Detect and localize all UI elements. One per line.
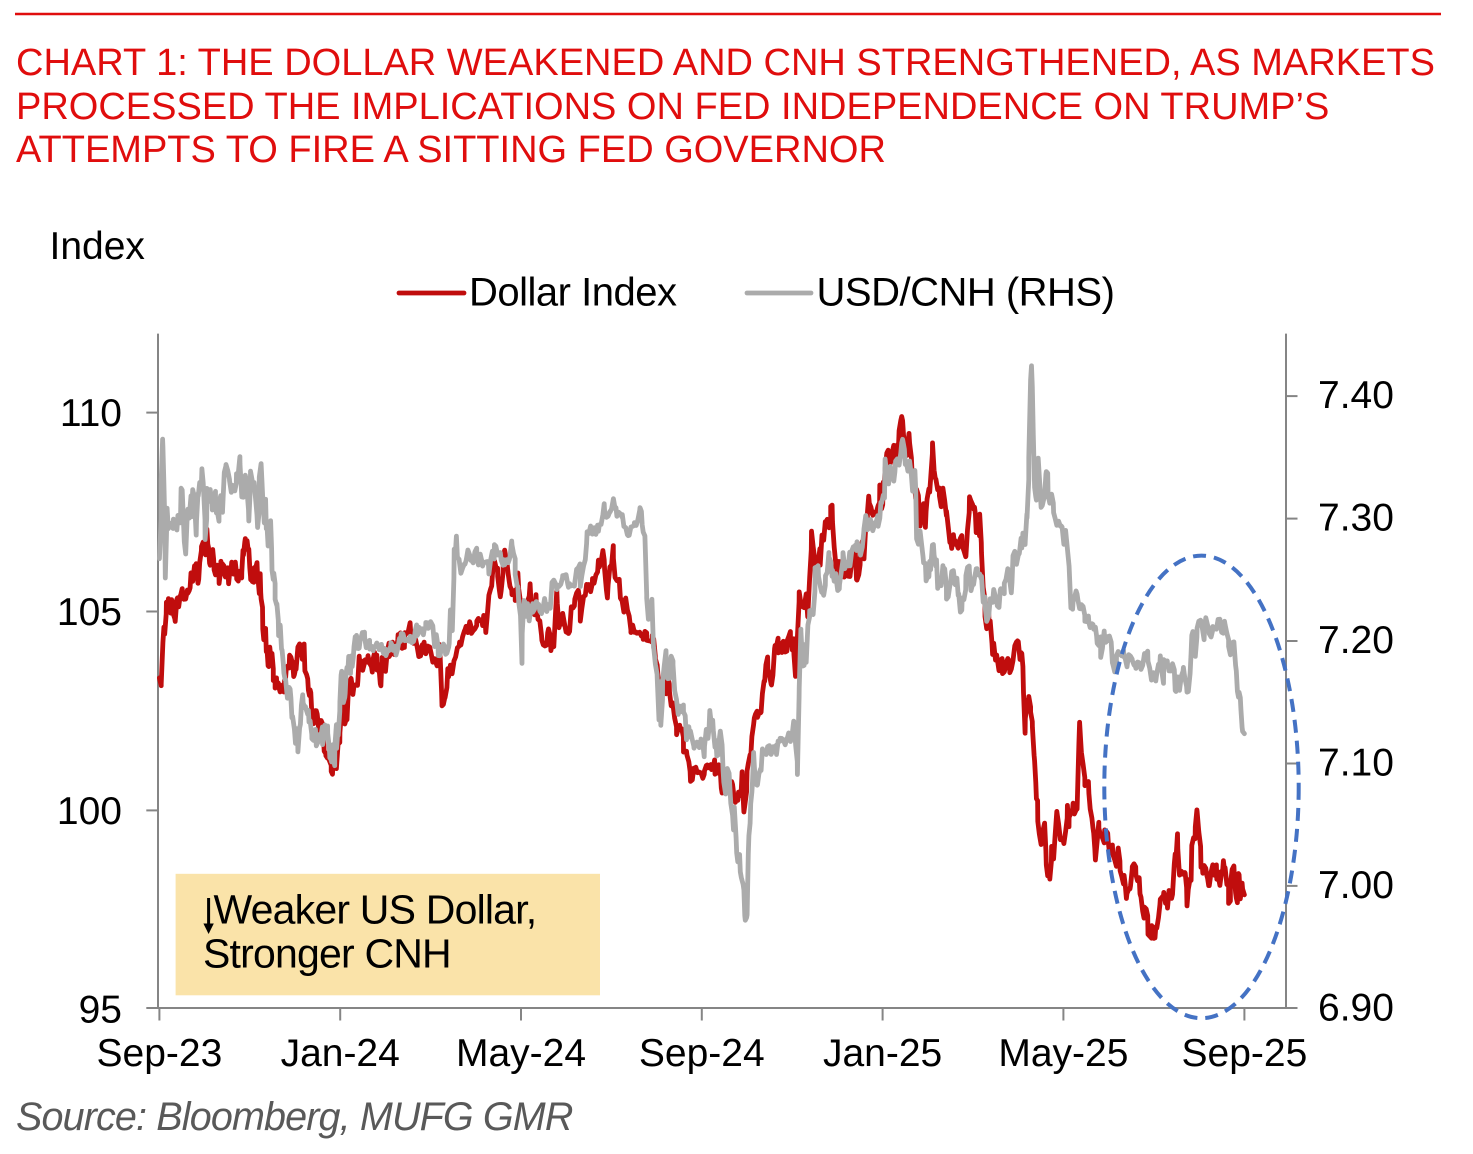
svg-text:CHART 1: THE DOLLAR WEAKENED A: CHART 1: THE DOLLAR WEAKENED AND CNH STR…	[16, 42, 1435, 84]
svg-text:USD/CNH (RHS): USD/CNH (RHS)	[817, 271, 1115, 315]
svg-text:May-25: May-25	[998, 1032, 1128, 1075]
svg-text:7.20: 7.20	[1318, 619, 1394, 662]
svg-text:100: 100	[57, 790, 122, 833]
svg-text:Jan-25: Jan-25	[823, 1032, 942, 1075]
svg-text:7.10: 7.10	[1318, 742, 1394, 785]
svg-text:7.40: 7.40	[1318, 374, 1394, 417]
svg-text:Dollar Index: Dollar Index	[469, 271, 677, 315]
svg-text:Jan-24: Jan-24	[281, 1032, 400, 1075]
svg-text:Sep-24: Sep-24	[639, 1032, 765, 1075]
svg-text:110: 110	[60, 392, 122, 435]
svg-text:6.90: 6.90	[1318, 987, 1394, 1030]
svg-text:95: 95	[79, 989, 122, 1032]
svg-text:Weaker US Dollar,: Weaker US Dollar,	[214, 887, 537, 933]
svg-text:Source: Bloomberg, MUFG GMR: Source: Bloomberg, MUFG GMR	[16, 1095, 573, 1139]
svg-text:Sep-25: Sep-25	[1182, 1032, 1308, 1075]
svg-text:Stronger CNH: Stronger CNH	[203, 930, 451, 976]
svg-text:PROCESSED THE IMPLICATIONS ON: PROCESSED THE IMPLICATIONS ON FED INDEPE…	[16, 86, 1329, 128]
svg-text:Index: Index	[50, 225, 146, 268]
svg-text:7.30: 7.30	[1318, 497, 1394, 540]
svg-text:ATTEMPTS TO FIRE A SITTING FED: ATTEMPTS TO FIRE A SITTING FED GOVERNOR	[16, 129, 886, 171]
svg-text:105: 105	[57, 591, 122, 634]
svg-text:May-24: May-24	[456, 1032, 586, 1075]
svg-text:Sep-23: Sep-23	[97, 1032, 223, 1075]
svg-text:7.00: 7.00	[1318, 864, 1394, 907]
